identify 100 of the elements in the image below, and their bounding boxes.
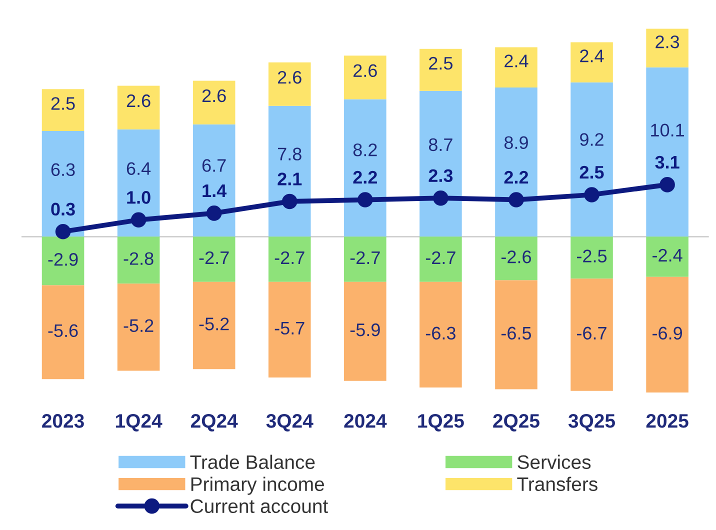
legend-label: Primary income xyxy=(191,476,324,495)
data-label: 2.6 xyxy=(354,64,377,78)
bar xyxy=(420,48,462,91)
data-label: -5.7 xyxy=(274,322,304,335)
data-label: 2.4 xyxy=(580,50,604,62)
data-label: -2.5 xyxy=(577,250,607,262)
data-label: -6.3 xyxy=(426,326,456,340)
data-label: 0.3 xyxy=(51,202,75,216)
bar xyxy=(570,42,613,82)
data-label: 6.3 xyxy=(51,163,75,176)
data-label: 2.6 xyxy=(202,89,226,102)
data-label: 9.2 xyxy=(580,133,604,146)
bar xyxy=(420,236,462,282)
x-tick-label: 1Q25 xyxy=(418,414,464,432)
data-label: 6.7 xyxy=(202,159,226,172)
data-label: 8.9 xyxy=(504,136,528,150)
bar xyxy=(646,28,688,68)
bar xyxy=(495,87,538,237)
data-label: 2.6 xyxy=(126,94,150,108)
legend-label: Trade Balance xyxy=(190,454,315,470)
bar xyxy=(570,236,613,279)
data-label: 2.5 xyxy=(580,166,604,179)
x-tick-label: 2024 xyxy=(344,414,387,428)
data-label: 3.1 xyxy=(655,156,680,169)
data-label: -2.4 xyxy=(652,248,682,262)
data-label: -5.2 xyxy=(199,318,229,330)
bar xyxy=(344,236,386,282)
point xyxy=(660,177,675,192)
data-label: -2.9 xyxy=(48,253,78,266)
bar xyxy=(42,236,84,286)
x-tick-label: 2025 xyxy=(646,414,688,428)
bar xyxy=(495,47,538,88)
data-label: 6.4 xyxy=(126,162,151,175)
data-label: -6.9 xyxy=(652,326,682,340)
x-tick-label: 2Q24 xyxy=(190,414,238,432)
legend-label: Transfers xyxy=(517,476,598,492)
bar xyxy=(495,280,538,390)
point xyxy=(55,224,71,240)
bar xyxy=(42,89,84,132)
bar xyxy=(42,285,84,380)
x-tick-label: 1Q24 xyxy=(116,414,162,432)
data-label: 2.5 xyxy=(51,97,75,110)
bar xyxy=(268,62,311,106)
x-tick-label: 3Q25 xyxy=(568,414,616,432)
legend-label: Services xyxy=(518,454,591,470)
point xyxy=(282,194,298,210)
point xyxy=(584,187,600,202)
point xyxy=(433,190,448,206)
bar xyxy=(268,106,311,237)
data-label: -6.5 xyxy=(501,326,532,340)
data-label: 7.8 xyxy=(278,148,302,160)
bar xyxy=(268,236,311,282)
x-tick-label: 2Q25 xyxy=(493,414,540,432)
data-label: 8.7 xyxy=(428,138,452,152)
data-label: 2.4 xyxy=(504,54,528,68)
bar xyxy=(344,99,386,237)
legend-label: Current account xyxy=(190,499,328,514)
bar xyxy=(570,278,613,391)
data-label: -2.6 xyxy=(501,250,531,264)
data-label: 2.2 xyxy=(353,170,377,184)
bar xyxy=(117,284,160,371)
data-label: -5.2 xyxy=(124,319,154,332)
bar xyxy=(117,86,160,130)
bar xyxy=(268,282,311,378)
data-label: -6.7 xyxy=(577,326,606,340)
data-label: 2.1 xyxy=(278,172,302,186)
bar xyxy=(192,236,236,282)
data-label: 10.1 xyxy=(651,124,684,137)
bar xyxy=(646,236,688,277)
data-label: -2.7 xyxy=(426,251,456,264)
point xyxy=(130,212,146,228)
data-label: 2.2 xyxy=(504,170,528,184)
bar xyxy=(420,90,462,237)
bar xyxy=(344,282,386,381)
data-label: -2.7 xyxy=(199,251,229,264)
data-label: 2.3 xyxy=(428,169,453,182)
data-label: 2.5 xyxy=(429,56,452,70)
point xyxy=(206,206,222,221)
data-label: 1.0 xyxy=(127,191,150,204)
data-label: -5.6 xyxy=(48,324,78,338)
data-label: -5.9 xyxy=(350,323,380,336)
x-tick-label: 3Q24 xyxy=(266,414,314,432)
data-label: -2.7 xyxy=(274,251,304,264)
bar xyxy=(192,124,236,237)
point xyxy=(508,192,524,208)
data-label: -2.8 xyxy=(124,252,154,265)
bar xyxy=(192,282,236,370)
bar xyxy=(117,129,160,237)
bar xyxy=(646,67,688,237)
data-label: 2.6 xyxy=(278,70,302,84)
bar xyxy=(646,276,688,393)
data-label: 1.4 xyxy=(202,184,227,197)
bar xyxy=(344,56,386,100)
data-label: 2.3 xyxy=(656,36,680,48)
point xyxy=(358,192,373,208)
bar xyxy=(495,236,538,280)
data-label: -2.7 xyxy=(350,251,380,264)
bar xyxy=(192,80,236,124)
x-tick-label: 2023 xyxy=(42,414,84,428)
bar xyxy=(117,236,160,284)
